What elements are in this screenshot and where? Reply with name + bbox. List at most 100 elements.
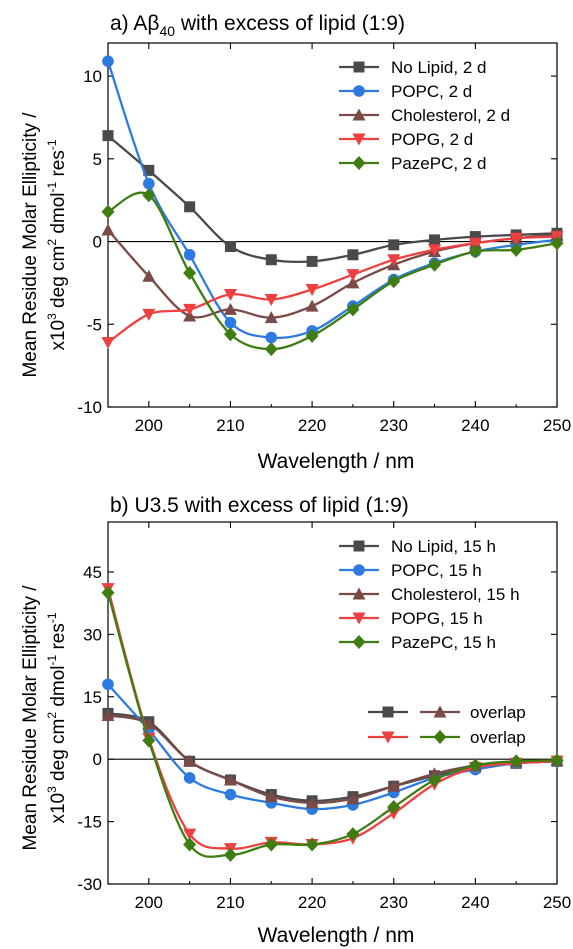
x-tick-label: 200	[135, 893, 163, 912]
data-point	[142, 269, 156, 282]
data-point	[550, 753, 564, 768]
y-tick-label: 0	[93, 233, 102, 252]
series-line	[106, 60, 558, 339]
y-tick-label: 5	[93, 150, 102, 169]
data-point	[183, 754, 197, 767]
data-point	[102, 55, 114, 67]
legend-label: PazePC, 15 h	[391, 633, 496, 652]
legend-marker	[352, 133, 366, 146]
data-point	[101, 585, 115, 600]
series-triangle-up	[101, 223, 564, 324]
legend-label: POPG, 2 d	[391, 130, 473, 149]
overlap-legend: overlap overlap	[368, 703, 526, 747]
data-point	[509, 232, 523, 245]
data-point	[264, 311, 278, 324]
data-point	[223, 302, 237, 315]
data-point	[183, 837, 197, 852]
data-point	[142, 733, 156, 748]
panel-a-xlabel: Wavelength / nm	[258, 450, 415, 473]
data-point	[468, 758, 482, 773]
data-point	[223, 327, 237, 342]
legend-label: No Lipid, 15 h	[391, 537, 496, 556]
panel-a-plot: 200 210 220 230 240 250 -10 -5 0 5 10 No Lipid, 2 d…	[77, 42, 571, 435]
data-point	[142, 188, 156, 203]
series-diamond	[101, 585, 564, 862]
data-point	[224, 316, 237, 329]
data-point	[101, 708, 115, 721]
data-point	[223, 847, 237, 862]
y-tick-label: -10	[77, 398, 102, 417]
data-point	[346, 792, 360, 805]
panel-b-ylabel: Mean Residue Molar Ellipticity / x103 de…	[20, 585, 69, 851]
data-point	[347, 249, 359, 261]
data-point	[102, 678, 114, 691]
data-point	[183, 828, 197, 841]
panel-b: b) U3.5 with excess of lipid (1:9) Mean …	[20, 494, 571, 947]
legend-marker	[353, 540, 365, 552]
data-point	[305, 299, 319, 312]
data-point	[306, 255, 318, 267]
legend-marker	[352, 108, 366, 121]
x-tick-label: 230	[380, 893, 408, 912]
data-point	[429, 234, 441, 246]
data-point	[224, 241, 236, 253]
data-point	[387, 254, 401, 267]
data-point	[101, 223, 115, 236]
data-point	[346, 302, 360, 317]
y-tick-label: -5	[87, 315, 102, 334]
panel-b-ylabel-line1: Mean Residue Molar Ellipticity /	[20, 585, 41, 851]
data-point	[388, 239, 400, 251]
data-point	[468, 244, 482, 259]
y-tick-label: 0	[93, 750, 102, 769]
x-tick-label: 250	[543, 416, 571, 435]
legend-marker	[353, 85, 365, 97]
x-tick-label: 200	[135, 416, 163, 435]
x-tick-label: 210	[216, 893, 244, 912]
data-point	[264, 293, 278, 306]
data-point	[305, 837, 319, 852]
data-point	[305, 284, 319, 297]
y-tick-label: 10	[83, 67, 102, 86]
legend-marker	[352, 612, 366, 625]
y-tick-label: 45	[83, 563, 102, 582]
legend-label: POPG, 15 h	[391, 609, 483, 628]
y-tick-label: 15	[83, 688, 102, 707]
panel-a-ylabel: Mean Residue Molar Ellipticity / x103 de…	[20, 112, 69, 378]
panel-b-ylabel-line2: x103 deg cm2 dmol-1 res-1	[45, 612, 69, 823]
x-tick-label: 240	[461, 416, 489, 435]
data-point	[305, 796, 319, 809]
y-tick-label: -15	[77, 813, 102, 832]
data-point	[428, 257, 442, 272]
y-tick-label: 30	[83, 625, 102, 644]
series-line	[107, 191, 558, 351]
legend-marker	[353, 564, 365, 576]
series-triangle-down	[101, 231, 564, 349]
data-point	[346, 276, 360, 289]
series-square	[102, 130, 563, 267]
data-point	[142, 308, 156, 321]
overlap-label: overlap	[470, 728, 526, 747]
legend-label: Cholesterol, 2 d	[391, 106, 510, 125]
legend-label: PazePC, 2 d	[391, 154, 486, 173]
data-point	[102, 130, 114, 142]
data-point	[223, 288, 237, 301]
data-point	[387, 274, 401, 289]
legend-marker	[353, 61, 365, 73]
data-point	[184, 201, 196, 213]
legend-marker	[352, 156, 366, 170]
data-point	[264, 837, 278, 852]
data-point	[346, 269, 360, 282]
data-point	[264, 790, 278, 803]
data-point	[265, 254, 277, 266]
data-point	[509, 754, 523, 769]
series-line	[107, 235, 558, 344]
overlap-marker	[433, 705, 447, 718]
legend-label: POPC, 2 d	[391, 82, 472, 101]
plot-frame	[107, 521, 558, 885]
panel-a: a) Aβ40 with excess of lipid (1:9) Mean …	[20, 12, 571, 473]
panel-b-plot: 200 210 220 230 240 250 -30 -15 0 15 30 45 No Lipid,…	[77, 521, 571, 912]
overlap-marker	[382, 706, 394, 718]
data-point	[101, 204, 115, 219]
overlap-marker	[433, 730, 447, 744]
